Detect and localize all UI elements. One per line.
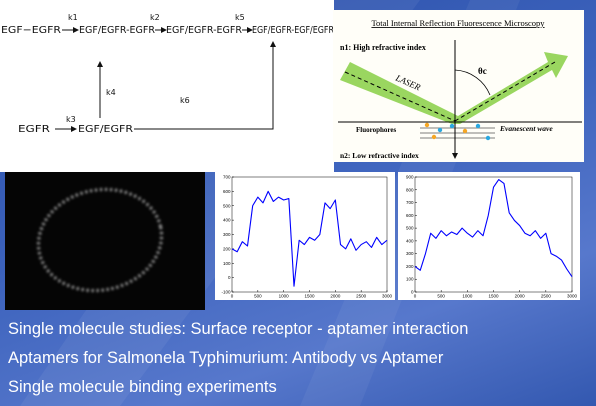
rate: k2 [150, 13, 160, 22]
y-tick-label: 500 [223, 203, 231, 208]
y-tick-label: 200 [406, 264, 414, 269]
rate: k4 [106, 88, 116, 97]
species: EGF/EGFR-EGF/EGFR [252, 25, 334, 36]
y-tick-label: 600 [223, 189, 231, 194]
y-tick-label: 800 [406, 187, 414, 192]
y-tick-label: 400 [406, 238, 414, 243]
y-tick-label: 300 [223, 232, 231, 237]
n1-label: n1: High refractive index [340, 43, 426, 52]
slide-canvas: EGF−EGFR EGF/EGFR-EGFR EGF/EGFR-EGFR EGF… [0, 0, 596, 406]
species: EGFR [18, 124, 50, 135]
species: EGF−EGFR [1, 25, 61, 36]
rate: k5 [235, 13, 245, 22]
y-tick-label: 100 [406, 277, 414, 282]
x-tick-label: 2500 [356, 294, 367, 299]
x-tick-label: 2500 [541, 294, 552, 299]
x-tick-label: 500 [437, 294, 445, 299]
y-tick-label: 400 [223, 218, 231, 223]
angle-label: θc [478, 66, 487, 76]
micrograph [5, 172, 205, 310]
y-tick-label: 300 [406, 251, 414, 256]
fluorophore [432, 135, 436, 139]
x-tick-label: 1500 [488, 294, 499, 299]
plot-panel [215, 172, 395, 300]
bullet: Single molecule binding experiments [8, 378, 277, 396]
fluorophore [450, 124, 454, 128]
y-tick-label: 900 [406, 175, 414, 180]
x-tick-label: 1000 [462, 294, 473, 299]
y-tick-label: 200 [223, 246, 231, 251]
fluorophores-label: Fluorophores [356, 126, 396, 134]
y-tick-label: 700 [406, 200, 414, 205]
x-tick-label: 2000 [515, 294, 526, 299]
slide: EGF−EGFR EGF/EGFR-EGFR EGF/EGFR-EGFR EGF… [0, 0, 596, 406]
y-tick-label: 500 [406, 226, 414, 231]
x-tick-label: 500 [254, 294, 262, 299]
y-tick-label: -100 [221, 290, 231, 295]
rate: k1 [68, 13, 78, 22]
fluorophore [425, 123, 429, 127]
species: EGF/EGFR-EGFR [166, 25, 242, 36]
rate: k3 [66, 115, 76, 124]
tirf-title: Total Internal Reflection Fluorescence M… [371, 18, 545, 28]
n2-label: n2: Low refractive index [340, 151, 419, 160]
x-tick-label: 3000 [382, 294, 393, 299]
bullet: Single molecule studies: Surface recepto… [8, 320, 468, 338]
rate: k6 [180, 96, 190, 105]
y-tick-label: 600 [406, 213, 414, 218]
x-tick-label: 1500 [304, 294, 315, 299]
bullet: Aptamers for Salmonela Typhimurium: Anti… [8, 349, 444, 367]
x-tick-label: 2000 [330, 294, 341, 299]
wave-label: Evanescent wave [499, 124, 553, 133]
plot-panel [398, 172, 580, 300]
fluorophore [438, 128, 442, 132]
x-tick-label: 1000 [279, 294, 290, 299]
y-tick-label: 700 [223, 175, 231, 180]
species: EGF/EGFR-EGFR [79, 25, 155, 36]
x-tick-label: 3000 [567, 294, 578, 299]
y-tick-label: 100 [223, 261, 231, 266]
fluorophore [476, 124, 480, 128]
fluorophore [486, 136, 490, 140]
fluorophore [463, 129, 467, 133]
species: EGF/EGFR [78, 124, 133, 135]
